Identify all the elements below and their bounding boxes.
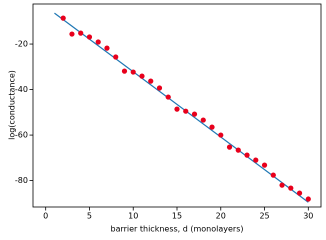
y-tick-label: -80 (15, 176, 28, 185)
data-point (113, 54, 119, 60)
data-point (296, 190, 303, 196)
data-point (288, 185, 294, 191)
data-point (270, 172, 276, 178)
data-point (60, 15, 66, 21)
data-point (279, 182, 285, 188)
data-point (130, 69, 136, 75)
y-tick-label: -20 (15, 40, 28, 49)
data-point (121, 68, 128, 74)
data-point (148, 78, 154, 84)
data-point (156, 85, 163, 91)
data-point (95, 39, 101, 45)
data-point (174, 106, 180, 112)
chart: barrier thickness, d (monolayers) log(co… (8, 3, 322, 234)
data-point (165, 94, 171, 100)
data-point (78, 30, 84, 36)
data-point (200, 117, 206, 123)
data-point (244, 152, 250, 158)
data-point (86, 34, 93, 40)
x-tick-label: 25 (259, 212, 269, 221)
x-tick-label: 10 (128, 212, 138, 221)
data-point (104, 45, 110, 51)
data-point (139, 73, 145, 79)
x-tick-label: 0 (43, 212, 48, 221)
data-point (69, 31, 75, 37)
data-point (218, 132, 224, 138)
data-point (235, 147, 241, 153)
y-axis-label: log(conductance) (8, 70, 17, 140)
plot-frame (32, 3, 322, 208)
data-point (253, 157, 259, 163)
data-point (305, 196, 311, 202)
data-point (183, 108, 189, 114)
x-axis-label: barrier thickness, d (monolayers) (110, 225, 243, 234)
data-point (209, 124, 215, 130)
fit-line (54, 12, 309, 203)
data-point (261, 162, 268, 168)
x-tick-label: 30 (303, 212, 313, 221)
data-point (191, 111, 198, 117)
x-tick-label: 20 (216, 212, 226, 221)
x-tick-label: 15 (172, 212, 182, 221)
x-tick-label: 5 (87, 212, 92, 221)
y-tick-label: -40 (15, 85, 28, 94)
y-tick-label: -60 (15, 131, 28, 140)
data-point (226, 144, 233, 150)
